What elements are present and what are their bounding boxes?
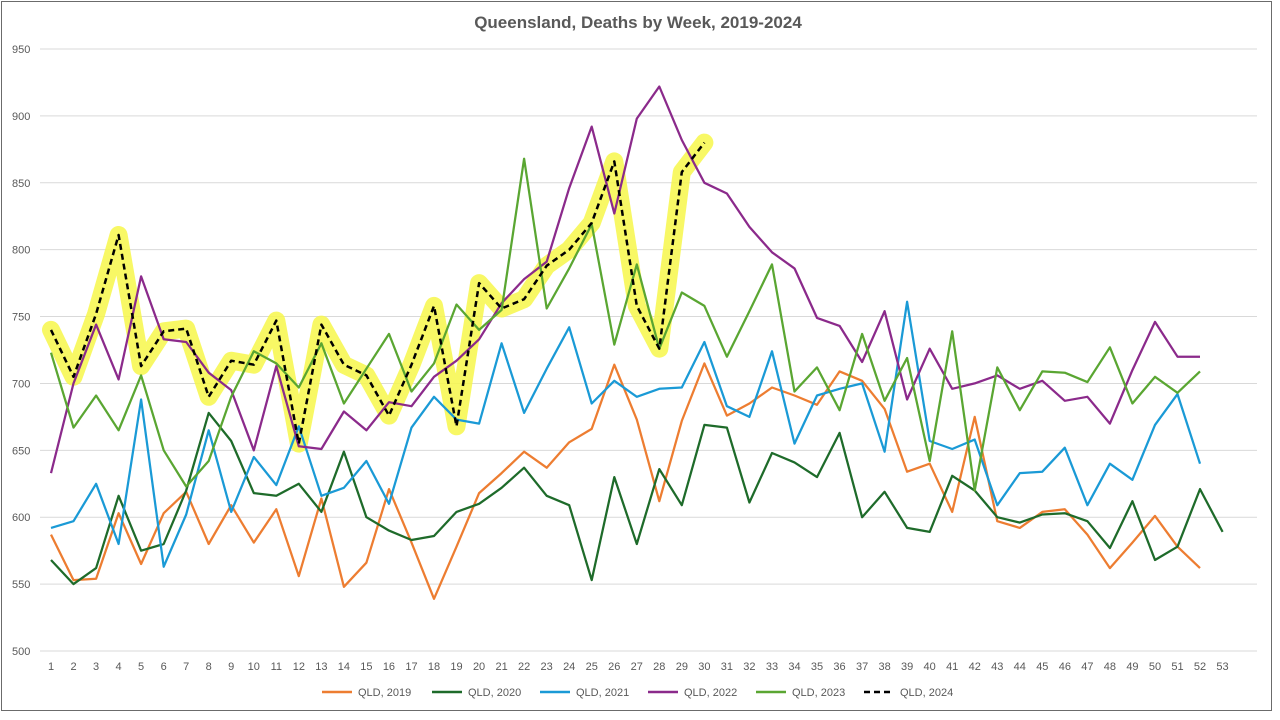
chart-title: Queensland, Deaths by Week, 2019-2024 [474, 13, 802, 32]
x-tick-label: 33 [766, 661, 778, 673]
x-tick-label: 12 [293, 661, 305, 673]
y-tick-label: 800 [12, 245, 30, 257]
legend-label: QLD, 2024 [900, 687, 953, 699]
x-tick-label: 4 [116, 661, 122, 673]
x-tick-label: 30 [698, 661, 710, 673]
x-tick-label: 27 [631, 661, 643, 673]
x-tick-label: 23 [541, 661, 553, 673]
x-tick-label: 49 [1126, 661, 1138, 673]
x-tick-label: 38 [878, 661, 890, 673]
x-tick-label: 8 [206, 661, 212, 673]
x-tick-label: 48 [1104, 661, 1116, 673]
x-tick-label: 41 [946, 661, 958, 673]
x-tick-label: 14 [338, 661, 350, 673]
x-tick-label: 31 [721, 661, 733, 673]
x-tick-label: 52 [1194, 661, 1206, 673]
x-tick-label: 13 [315, 661, 327, 673]
x-tick-label: 32 [743, 661, 755, 673]
x-tick-label: 51 [1171, 661, 1183, 673]
x-tick-label: 25 [586, 661, 598, 673]
x-tick-label: 24 [563, 661, 575, 673]
x-tick-label: 6 [161, 661, 167, 673]
y-tick-label: 750 [12, 312, 30, 324]
x-tick-label: 53 [1216, 661, 1228, 673]
x-tick-label: 10 [248, 661, 260, 673]
x-tick-label: 26 [608, 661, 620, 673]
x-tick-label: 21 [495, 661, 507, 673]
x-tick-label: 19 [450, 661, 462, 673]
chart-area: Queensland, Deaths by Week, 2019-2024 50… [1, 1, 1272, 711]
y-tick-label: 600 [12, 512, 30, 524]
series-line [49, 362, 1201, 600]
x-tick-label: 22 [518, 661, 530, 673]
x-tick-label: 2 [70, 661, 76, 673]
y-tick-label: 550 [12, 579, 30, 591]
x-tick-label: 1 [48, 661, 54, 673]
x-tick-label: 40 [924, 661, 936, 673]
chart-svg: Queensland, Deaths by Week, 2019-2024 50… [12, 13, 1257, 699]
legend-label: QLD, 2019 [358, 687, 411, 699]
gridlines [40, 48, 1257, 652]
legend-label: QLD, 2021 [576, 687, 629, 699]
y-tick-label: 500 [12, 646, 30, 658]
x-tick-label: 17 [405, 661, 417, 673]
x-tick-label: 36 [833, 661, 845, 673]
x-tick-label: 7 [183, 661, 189, 673]
legend-label: QLD, 2023 [792, 687, 845, 699]
series-line [49, 157, 1201, 492]
x-tick-label: 43 [991, 661, 1003, 673]
x-tick-label: 18 [428, 661, 440, 673]
y-axis-ticks: 500 550 600 650 700 750 800 850 900 950 [12, 44, 30, 658]
x-tick-label: 42 [969, 661, 981, 673]
x-tick-label: 5 [138, 661, 144, 673]
x-tick-label: 35 [811, 661, 823, 673]
legend-label: QLD, 2022 [684, 687, 737, 699]
x-tick-label: 15 [360, 661, 372, 673]
x-tick-label: 11 [271, 661, 282, 673]
y-tick-label: 850 [12, 178, 30, 190]
x-tick-label: 39 [901, 661, 913, 673]
y-tick-label: 950 [12, 44, 30, 56]
x-tick-label: 46 [1059, 661, 1071, 673]
x-tick-label: 34 [788, 661, 800, 673]
series-lines [49, 85, 1224, 600]
series-line [49, 141, 706, 445]
x-tick-label: 47 [1081, 661, 1093, 673]
x-tick-label: 45 [1036, 661, 1048, 673]
x-tick-label: 37 [856, 661, 868, 673]
y-tick-label: 700 [12, 378, 30, 390]
y-tick-label: 900 [12, 111, 30, 123]
x-tick-label: 16 [383, 661, 395, 673]
x-tick-label: 28 [653, 661, 665, 673]
x-tick-label: 20 [473, 661, 485, 673]
legend: QLD, 2019 QLD, 2020 QLD, 2021 QLD, 2022 QLD,… [322, 687, 953, 699]
x-tick-label: 29 [676, 661, 688, 673]
x-tick-label: 44 [1014, 661, 1026, 673]
x-tick-label: 50 [1149, 661, 1161, 673]
legend-label: QLD, 2020 [468, 687, 521, 699]
series-line [50, 300, 1202, 568]
x-axis-ticks: 1 2 3 4 5 6 7 8 9 10 11 12 13 14 15 16 17 18 19 20 21 22 23 24 2… [48, 661, 1229, 673]
y-tick-label: 650 [12, 445, 30, 457]
series-line [49, 85, 1200, 474]
x-tick-label: 3 [93, 661, 99, 673]
x-tick-label: 9 [228, 661, 234, 673]
